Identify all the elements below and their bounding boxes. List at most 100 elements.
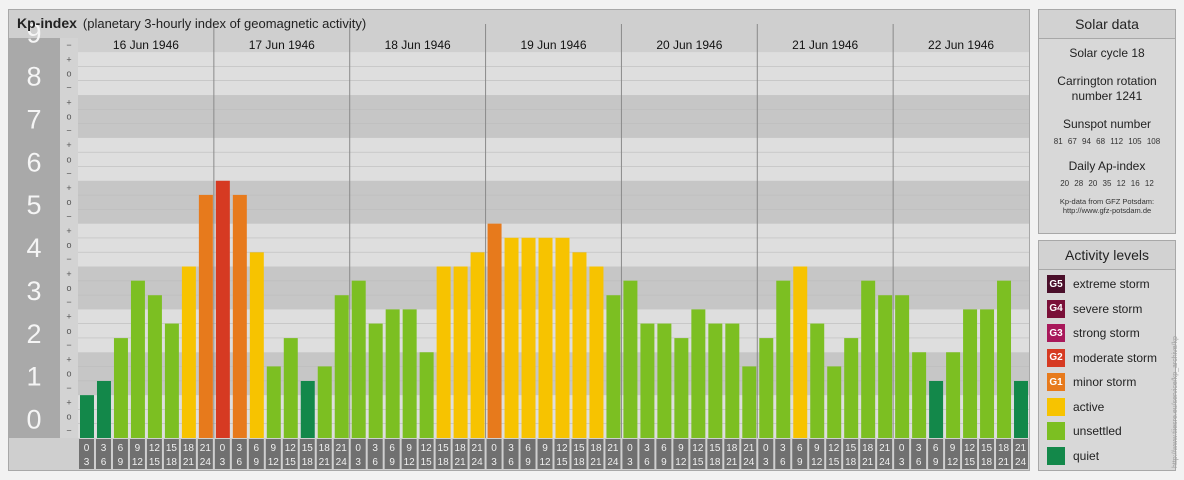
interval-box [79, 439, 94, 469]
sunspot-label: Sunspot number [1062, 117, 1152, 131]
kp-bar [317, 366, 332, 438]
interval-start-label: 18 [590, 443, 602, 454]
legend-label: quiet [1073, 448, 1100, 463]
kp-bar [861, 280, 876, 438]
interval-box [435, 439, 451, 469]
kp-bar [402, 309, 417, 438]
y-tick-label: 1 [26, 362, 41, 392]
interval-start-label: 0 [220, 443, 226, 454]
interval-start-label: 3 [237, 443, 243, 454]
kp-bar [232, 194, 247, 438]
kp-bar [946, 352, 961, 438]
interval-start-label: 9 [542, 443, 548, 454]
interval-box [401, 439, 417, 469]
kp-bar [487, 223, 502, 438]
interval-start-label: 6 [254, 443, 260, 454]
interval-box [622, 439, 638, 469]
y-minor-label: + [66, 140, 71, 150]
y-minor-label: + [66, 183, 71, 193]
kp-bar [623, 280, 638, 438]
interval-box [792, 439, 808, 469]
kp-bar [997, 280, 1012, 438]
kp-bar [198, 194, 213, 438]
legend-item-extreme-storm: G5 extreme storm [1047, 274, 1150, 294]
interval-box [452, 439, 468, 469]
interval-end-label: 9 [797, 457, 803, 468]
legend-item-minor-storm: G1 minor storm [1047, 372, 1136, 392]
interval-start-label: 6 [389, 443, 395, 454]
interval-box [775, 439, 791, 469]
ap-values: 20 28 20 35 12 16 12 [1060, 179, 1154, 188]
kp-bar [300, 380, 315, 438]
interval-box [299, 439, 315, 469]
interval-start-label: 0 [84, 443, 90, 454]
legend-item-quiet: quiet [1047, 446, 1099, 466]
interval-end-label: 3 [220, 457, 226, 468]
interval-box [707, 439, 723, 469]
legend-label: severe storm [1073, 301, 1143, 316]
kp-bar [691, 309, 706, 438]
carrington-line2: number 1241 [1071, 89, 1143, 103]
interval-start-label: 15 [302, 443, 314, 454]
source-link[interactable]: http://www.gfz-potsdam.de [1062, 206, 1152, 215]
interval-end-label: 24 [1015, 457, 1027, 468]
carrington-line1: Carrington rotation [1057, 74, 1157, 88]
interval-start-label: 9 [135, 443, 141, 454]
interval-end-label: 24 [607, 457, 619, 468]
interval-box [554, 439, 570, 469]
interval-box [724, 439, 740, 469]
interval-end-label: 15 [692, 457, 704, 468]
kp-bar [215, 180, 230, 439]
interval-end-label: 18 [573, 457, 585, 468]
interval-box [741, 439, 757, 469]
kp-bar [181, 266, 196, 438]
interval-box [163, 439, 179, 469]
chart-title: Kp-index (planetary 3-hourly index of geo… [17, 15, 366, 31]
kp-bar [130, 280, 145, 438]
interval-start-label: 21 [607, 443, 619, 454]
interval-end-label: 3 [84, 457, 90, 468]
kp-level-band [78, 95, 1029, 138]
interval-start-label: 21 [1015, 443, 1027, 454]
interval-start-label: 9 [406, 443, 412, 454]
interval-box [129, 439, 145, 469]
legend-swatch [1047, 397, 1065, 416]
kp-bar [759, 338, 774, 438]
legend-item-strong-storm: G3 strong storm [1047, 323, 1140, 343]
y-tick-label: 7 [26, 104, 41, 134]
ap-label: Daily Ap-index [1068, 159, 1146, 173]
interval-box [214, 439, 230, 469]
interval-end-label: 21 [590, 457, 602, 468]
interval-start-label: 6 [933, 443, 939, 454]
kp-bar [266, 366, 281, 438]
interval-start-label: 12 [149, 443, 161, 454]
interval-start-label: 15 [438, 443, 450, 454]
y-minor-label: + [66, 355, 71, 365]
interval-end-label: 21 [726, 457, 738, 468]
interval-end-label: 3 [627, 457, 633, 468]
activity-levels-title: Activity levels [1039, 241, 1175, 270]
interval-start-label: 21 [879, 443, 891, 454]
legend-swatch: G5 [1047, 275, 1065, 293]
interval-end-label: 24 [743, 457, 755, 468]
legend-label: unsettled [1073, 424, 1122, 438]
kp-bar [589, 266, 604, 438]
interval-box [486, 439, 502, 469]
minor-axis-band [60, 38, 78, 438]
interval-start-label: 21 [743, 443, 755, 454]
kp-bar [368, 323, 383, 438]
kp-bar [164, 323, 179, 438]
interval-start-label: 0 [491, 443, 497, 454]
kp-bar [113, 338, 128, 438]
source-line1: Kp-data from GFZ Potsdam: [1059, 197, 1155, 206]
y-minor-label: o [66, 111, 71, 121]
y-minor-label: − [66, 340, 71, 350]
interval-start-label: 15 [845, 443, 857, 454]
y-minor-label: − [66, 383, 71, 393]
interval-box [588, 439, 604, 469]
interval-end-label: 3 [763, 457, 769, 468]
y-minor-label: − [66, 426, 71, 436]
interval-start-label: 0 [627, 443, 633, 454]
interval-box [316, 439, 332, 469]
kp-bar [436, 266, 451, 438]
